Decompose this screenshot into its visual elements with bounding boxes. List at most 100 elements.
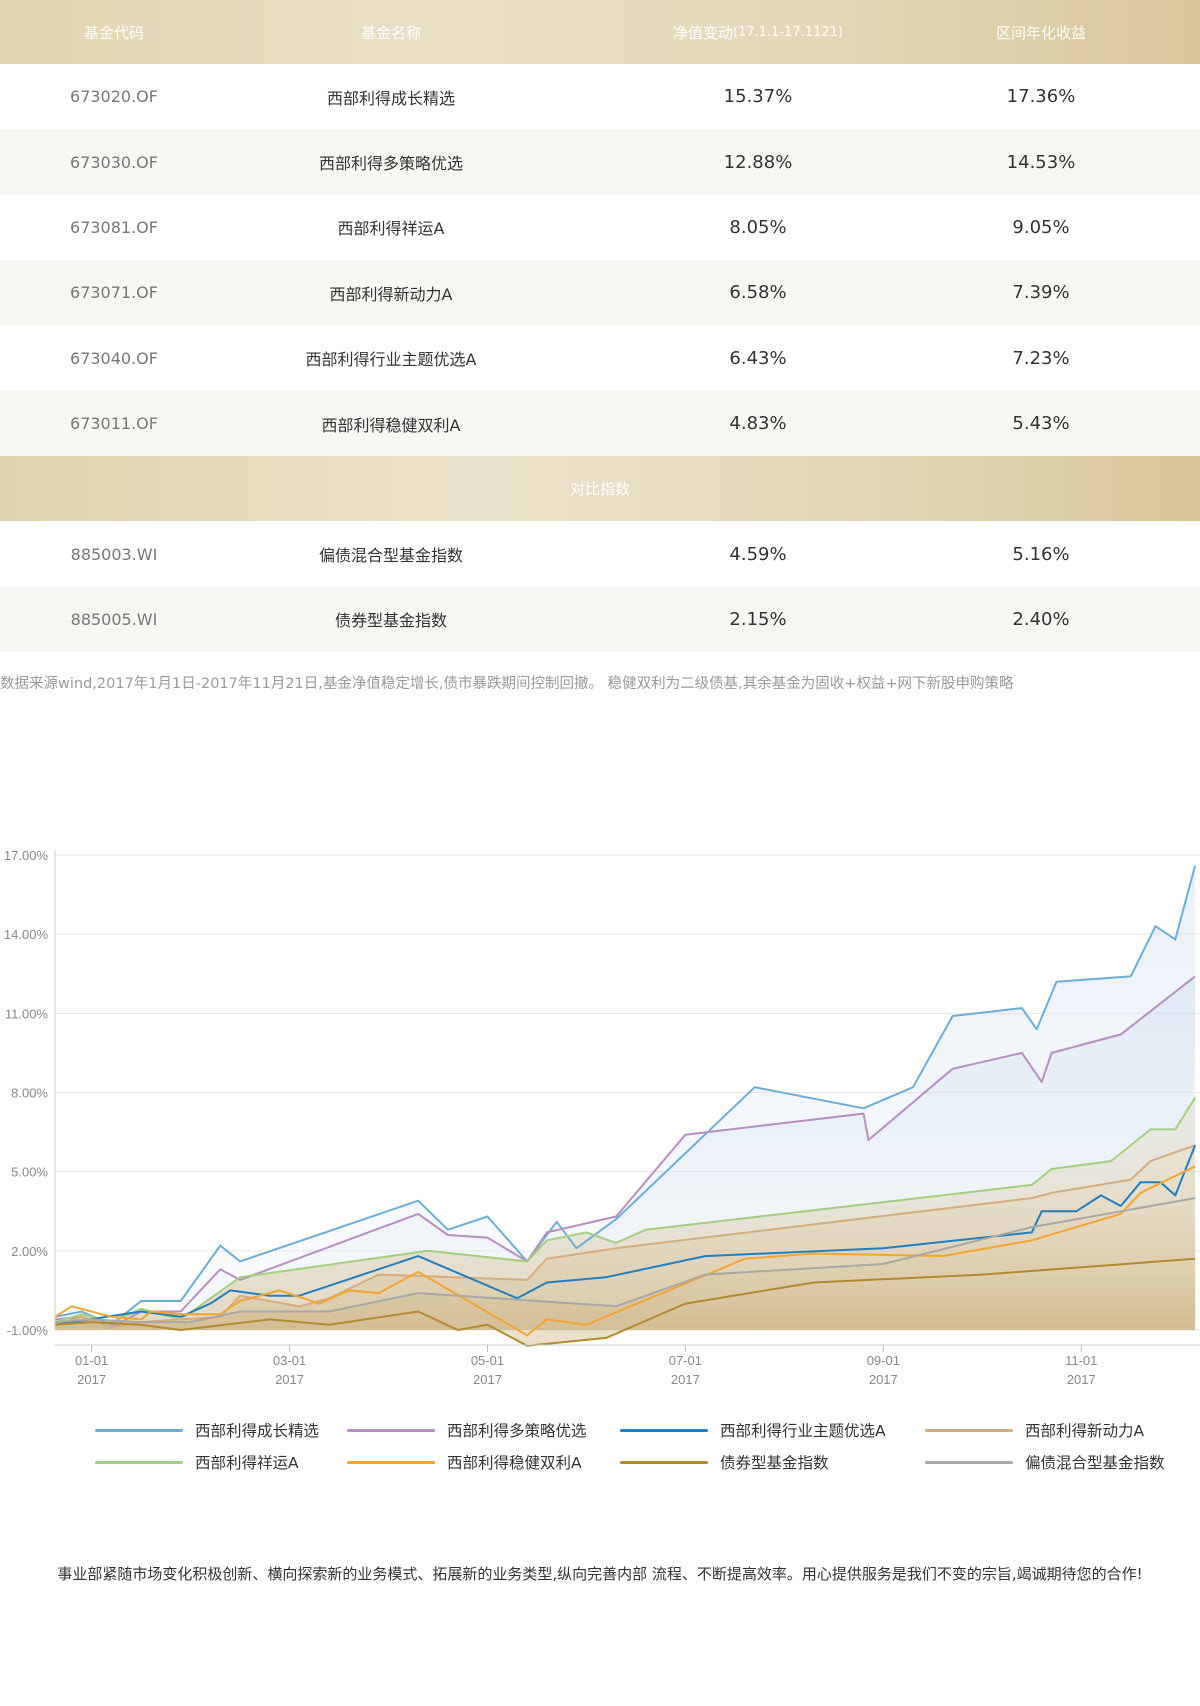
fund-name: 西部利得多策略优选 bbox=[318, 154, 463, 174]
legend-label: 西部利得成长精选 bbox=[195, 1422, 320, 1440]
legend-item[interactable]: 偏债混合型基金指数 bbox=[925, 1450, 1165, 1474]
table-row: 673030.OF 西部利得多策略优选 12.88% 14.53% bbox=[0, 129, 1200, 195]
nav-change: 2.15% bbox=[729, 608, 787, 630]
y-tick-label: 17.00% bbox=[4, 848, 49, 863]
annual-return: 5.16% bbox=[1012, 543, 1070, 565]
y-tick-label: 14.00% bbox=[4, 927, 49, 942]
nav-change: 15.37% bbox=[723, 86, 793, 108]
legend-swatch bbox=[347, 1460, 435, 1464]
x-tick-year: 2017 bbox=[77, 1372, 106, 1387]
x-tick-year: 2017 bbox=[473, 1372, 502, 1387]
fund-code: 885003.WI bbox=[70, 544, 158, 564]
annual-return: 5.43% bbox=[1012, 413, 1070, 435]
fund-code: 673030.OF bbox=[70, 152, 158, 172]
fund-name: 偏债混合型基金指数 bbox=[318, 546, 463, 566]
legend-item[interactable]: 西部利得行业主题优选A bbox=[620, 1418, 886, 1442]
chart-legend: 西部利得成长精选 西部利得多策略优选 西部利得行业主题优选A 西部利得新动力A 西部利得… bbox=[0, 1418, 1200, 1488]
legend-swatch bbox=[95, 1460, 183, 1464]
legend-label: 西部利得新动力A bbox=[1025, 1422, 1145, 1440]
x-tick-month: 09-01 bbox=[867, 1353, 900, 1368]
series-line bbox=[54, 1257, 1196, 1347]
fund-table: 基金代码 基金名称 净值变动 (17.1.1-17.1121) 区间年化收益 67… bbox=[0, 0, 1200, 653]
x-tick-month: 03-01 bbox=[273, 1353, 306, 1368]
x-tick-month: 01-01 bbox=[75, 1353, 108, 1368]
nav-change: 6.43% bbox=[729, 347, 787, 369]
annual-return: 14.53% bbox=[1006, 151, 1076, 173]
legend-item[interactable]: 西部利得稳健双利A bbox=[347, 1450, 582, 1474]
nav-change: 12.88% bbox=[723, 151, 793, 173]
y-tick-label: 11.00% bbox=[5, 1006, 49, 1021]
table-row: 673020.OF 西部利得成长精选 15.37% 17.36% bbox=[0, 64, 1200, 129]
series-line bbox=[54, 865, 1197, 1326]
header-change-range: (17.1.1-17.1121) bbox=[733, 24, 843, 40]
legend-item[interactable]: 西部利得成长精选 bbox=[95, 1418, 319, 1442]
fund-name: 西部利得稳健双利A bbox=[321, 415, 461, 435]
fund-code: 673081.OF bbox=[70, 217, 158, 237]
legend-item[interactable]: 西部利得新动力A bbox=[925, 1418, 1144, 1442]
legend-label: 西部利得祥运A bbox=[195, 1454, 299, 1472]
fund-code: 673011.OF bbox=[70, 414, 158, 434]
fund-name: 债券型基金指数 bbox=[334, 611, 447, 631]
table-row: 885005.WI 债券型基金指数 2.15% 2.40% bbox=[0, 586, 1200, 653]
legend-label: 西部利得多策略优选 bbox=[447, 1422, 587, 1440]
header-change-label: 净值变动 bbox=[673, 23, 734, 42]
table-row: 673071.OF 西部利得新动力A 6.58% 7.39% bbox=[0, 260, 1200, 326]
legend-item[interactable]: 债券型基金指数 bbox=[620, 1450, 829, 1474]
fund-name: 西部利得成长精选 bbox=[326, 88, 455, 108]
nav-change: 6.58% bbox=[729, 282, 787, 304]
series-line bbox=[54, 1165, 1196, 1337]
series-line bbox=[54, 1144, 1197, 1326]
legend-swatch bbox=[925, 1428, 1013, 1432]
fund-rows: 673020.OF 西部利得成长精选 15.37% 17.36% 673030.OF 西部… bbox=[0, 64, 1200, 457]
legend-swatch bbox=[95, 1428, 183, 1432]
header-code: 基金代码 bbox=[83, 23, 144, 42]
x-tick-year: 2017 bbox=[671, 1372, 700, 1387]
nav-change: 4.83% bbox=[729, 413, 787, 435]
legend-label: 债券型基金指数 bbox=[720, 1454, 829, 1472]
series-line bbox=[54, 1197, 1196, 1324]
legend-label: 偏债混合型基金指数 bbox=[1025, 1454, 1165, 1472]
x-tick-month: 07-01 bbox=[669, 1353, 702, 1368]
performance-chart: 17.00% 14.00% 11.00% 8.00% 5.00% 2.00% -1.00% 0… bbox=[4, 848, 1200, 1387]
y-tick-label: 8.00% bbox=[11, 1086, 48, 1101]
footer-text: 事业部紧随市场变化积极创新、横向探索新的业务模式、拓展新的业务类型,纵向完善内部… bbox=[57, 1565, 1143, 1583]
legend-item[interactable]: 西部利得多策略优选 bbox=[347, 1418, 587, 1442]
fund-code: 673040.OF bbox=[70, 348, 158, 368]
index-rows: 885003.WI 偏债混合型基金指数 4.59% 5.16% 885005.WI 债券型… bbox=[0, 521, 1200, 653]
annual-return: 2.40% bbox=[1012, 608, 1070, 630]
y-tick-label: 5.00% bbox=[11, 1165, 48, 1180]
annual-return: 17.36% bbox=[1006, 86, 1076, 108]
fund-name: 西部利得行业主题优选A bbox=[305, 350, 477, 370]
x-tick-year: 2017 bbox=[1067, 1372, 1096, 1387]
nav-change: 4.59% bbox=[729, 543, 787, 565]
header-name: 基金名称 bbox=[360, 23, 421, 42]
table-header: 基金代码 基金名称 净值变动 (17.1.1-17.1121) 区间年化收益 bbox=[0, 0, 1200, 64]
table-row: 885003.WI 偏债混合型基金指数 4.59% 5.16% bbox=[0, 521, 1200, 586]
nav-change: 8.05% bbox=[729, 216, 787, 238]
header-annual: 区间年化收益 bbox=[995, 23, 1086, 42]
series-line bbox=[54, 1097, 1196, 1324]
legend-swatch bbox=[620, 1428, 708, 1432]
fund-code: 673071.OF bbox=[70, 283, 158, 303]
x-tick-year: 2017 bbox=[275, 1372, 304, 1387]
y-tick-label: -1.00% bbox=[7, 1323, 49, 1338]
annual-return: 9.05% bbox=[1012, 216, 1070, 238]
legend-label: 西部利得稳健双利A bbox=[447, 1454, 582, 1472]
legend-swatch bbox=[620, 1460, 708, 1464]
series-area bbox=[55, 1198, 1196, 1330]
fund-name: 西部利得新动力A bbox=[329, 284, 453, 304]
x-tick-month: 11-01 bbox=[1065, 1353, 1097, 1368]
annual-return: 7.39% bbox=[1012, 282, 1070, 304]
table-row: 673040.OF 西部利得行业主题优选A 6.43% 7.23% bbox=[0, 326, 1200, 391]
legend-item[interactable]: 西部利得祥运A bbox=[95, 1450, 299, 1474]
annual-return: 7.23% bbox=[1012, 347, 1070, 369]
fund-name: 西部利得祥运A bbox=[337, 219, 445, 239]
fund-code: 885005.WI bbox=[70, 609, 158, 629]
section-title: 对比指数 bbox=[0, 456, 1200, 522]
legend-swatch bbox=[925, 1460, 1013, 1464]
x-tick-year: 2017 bbox=[869, 1372, 898, 1387]
legend-swatch bbox=[347, 1428, 435, 1432]
x-tick-month: 05-01 bbox=[471, 1353, 504, 1368]
table-row: 673011.OF 西部利得稳健双利A 4.83% 5.43% bbox=[0, 390, 1200, 457]
table-row: 673081.OF 西部利得祥运A 8.05% 9.05% bbox=[0, 195, 1200, 260]
